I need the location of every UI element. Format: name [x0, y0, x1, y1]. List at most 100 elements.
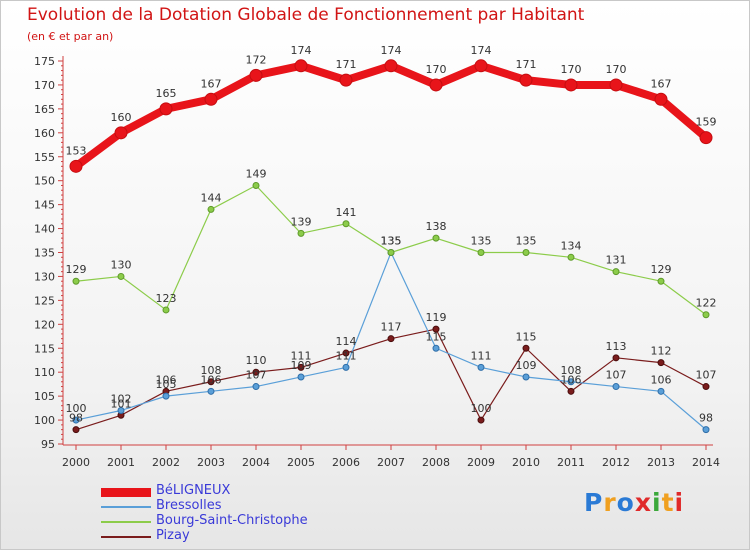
data-point: [342, 363, 350, 371]
x-tick-label: 2006: [332, 456, 360, 469]
data-point: [612, 383, 620, 391]
data-label: 171: [516, 58, 537, 71]
data-label: 98: [699, 412, 713, 425]
legend-label: Pizay: [156, 528, 190, 543]
data-label: 165: [156, 87, 177, 100]
y-tick-label: 145: [34, 199, 55, 212]
data-label: 130: [111, 258, 132, 271]
data-point: [699, 131, 713, 145]
y-tick-label: 160: [34, 127, 55, 140]
data-label: 100: [66, 402, 87, 415]
data-label: 138: [426, 220, 447, 233]
data-label: 171: [336, 58, 357, 71]
data-label: 172: [246, 53, 267, 66]
data-label: 106: [561, 373, 582, 386]
x-tick-label: 2011: [557, 456, 585, 469]
data-point: [477, 249, 485, 256]
data-label: 112: [651, 345, 672, 358]
data-label: 115: [426, 330, 447, 343]
data-label: 101: [111, 397, 132, 410]
data-label: 117: [381, 321, 402, 334]
data-label: 106: [156, 373, 177, 386]
data-point: [702, 311, 710, 319]
y-tick-label: 100: [34, 414, 55, 427]
data-label: 107: [246, 369, 267, 382]
data-label: 159: [696, 116, 717, 129]
y-tick-label: 130: [34, 270, 55, 283]
data-label: 114: [336, 335, 357, 348]
data-label: 110: [246, 354, 267, 367]
data-label: 106: [651, 373, 672, 386]
data-label: 174: [381, 44, 402, 57]
data-label: 123: [156, 292, 177, 305]
x-tick-label: 2014: [692, 456, 720, 469]
data-point: [207, 378, 215, 386]
x-tick-label: 2007: [377, 456, 405, 469]
data-point: [252, 368, 260, 376]
chart-subtitle: (en € et par an): [27, 30, 114, 43]
x-tick-label: 2004: [242, 456, 270, 469]
data-point: [429, 78, 443, 92]
data-label: 98: [69, 412, 83, 425]
data-point: [69, 159, 83, 173]
data-point: [612, 354, 620, 362]
data-label: 129: [651, 263, 672, 276]
data-point: [252, 383, 260, 391]
legend-label: Bourg-Saint-Christophe: [156, 513, 308, 528]
data-point: [117, 272, 125, 280]
data-point: [249, 68, 263, 82]
data-point: [207, 387, 215, 395]
y-tick-label: 115: [34, 342, 55, 355]
data-label: 111: [471, 349, 492, 362]
data-point: [342, 349, 350, 357]
x-tick-label: 2000: [62, 456, 90, 469]
data-label: 109: [291, 359, 312, 372]
y-tick-label: 155: [34, 151, 55, 164]
y-tick-label: 165: [34, 103, 55, 116]
data-point: [72, 416, 80, 424]
data-point: [564, 78, 578, 92]
chart-title: Evolution de la Dotation Globale de Fonc…: [27, 5, 585, 25]
data-label: 174: [291, 44, 312, 57]
data-label: 170: [561, 63, 582, 76]
data-point: [294, 59, 308, 73]
data-label: 119: [426, 311, 447, 324]
data-point: [297, 229, 305, 237]
data-point: [567, 378, 575, 386]
data-label: 139: [291, 215, 312, 228]
data-label: 113: [606, 340, 627, 353]
y-tick-label: 140: [34, 223, 55, 236]
x-tick-label: 2009: [467, 456, 495, 469]
x-tick-label: 2001: [107, 456, 135, 469]
data-label: 141: [336, 206, 357, 219]
data-point: [114, 126, 128, 140]
data-point: [612, 268, 620, 276]
data-point: [519, 73, 533, 87]
data-label: 160: [111, 111, 132, 124]
y-tick-label: 105: [34, 390, 55, 403]
data-point: [159, 102, 173, 116]
legend-label: Bressolles: [156, 498, 222, 513]
data-label: 170: [606, 63, 627, 76]
data-point: [702, 426, 710, 434]
data-point: [162, 306, 170, 314]
y-tick-label: 95: [41, 438, 55, 451]
data-label: 109: [516, 359, 537, 372]
data-point: [387, 335, 395, 343]
data-label: 134: [561, 239, 582, 252]
y-tick-label: 120: [34, 318, 55, 331]
x-tick-label: 2013: [647, 456, 675, 469]
data-label: 135: [381, 235, 402, 248]
data-label: 111: [291, 349, 312, 362]
legend-swatch: [101, 521, 151, 523]
y-tick-label: 125: [34, 294, 55, 307]
data-label: 135: [381, 235, 402, 248]
x-tick-label: 2005: [287, 456, 315, 469]
data-label: 111: [336, 349, 357, 362]
data-point: [342, 220, 350, 228]
data-label: 108: [201, 364, 222, 377]
x-tick-label: 2012: [602, 456, 630, 469]
data-point: [297, 373, 305, 381]
legend-swatch: [101, 488, 151, 497]
